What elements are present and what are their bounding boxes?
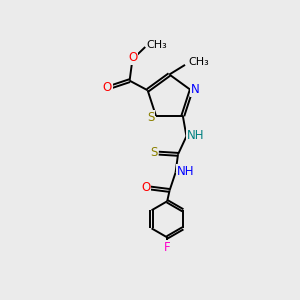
Text: F: F [164, 241, 170, 254]
Text: CH₃: CH₃ [189, 58, 209, 68]
Text: NH: NH [187, 129, 204, 142]
Text: N: N [191, 82, 200, 96]
Text: NH: NH [176, 165, 194, 178]
Text: S: S [147, 111, 154, 124]
Text: O: O [128, 51, 137, 64]
Text: S: S [150, 146, 157, 159]
Text: CH₃: CH₃ [146, 40, 167, 50]
Text: O: O [141, 181, 150, 194]
Text: O: O [103, 81, 112, 94]
